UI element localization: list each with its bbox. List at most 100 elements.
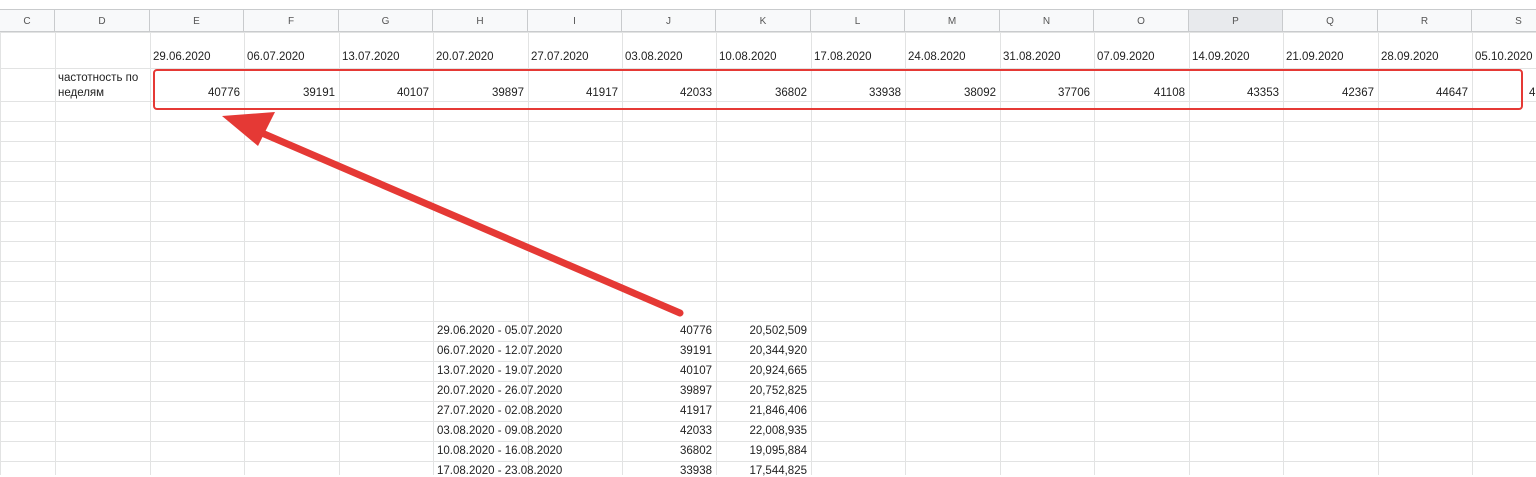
column-header-k[interactable]: K <box>716 9 811 32</box>
table-count-cell[interactable]: 36802 <box>680 445 712 457</box>
column-header-h[interactable]: H <box>433 9 528 32</box>
table-value-cell[interactable]: 19,095,884 <box>749 445 807 457</box>
week-date-cell[interactable]: 29.06.2020 <box>153 51 211 63</box>
row-label-line-2[interactable]: неделям <box>58 87 105 99</box>
table-range-cell[interactable]: 29.06.2020 - 05.07.2020 <box>437 325 563 337</box>
column-gridline <box>1378 32 1379 475</box>
table-range-cell[interactable]: 20.07.2020 - 26.07.2020 <box>437 385 563 397</box>
week-date-cell[interactable]: 20.07.2020 <box>436 51 494 63</box>
column-header-e[interactable]: E <box>150 9 244 32</box>
table-value-cell[interactable]: 20,502,509 <box>749 325 807 337</box>
table-count-cell[interactable]: 39191 <box>680 345 712 357</box>
table-range-cell[interactable]: 06.07.2020 - 12.07.2020 <box>437 345 563 357</box>
column-gridline <box>0 32 1 475</box>
column-gridline <box>905 32 906 475</box>
column-header-j[interactable]: J <box>622 9 716 32</box>
row-gridline <box>0 141 1536 142</box>
row-gridline <box>0 421 1536 422</box>
column-header-l[interactable]: L <box>811 9 905 32</box>
table-count-cell[interactable]: 40107 <box>680 365 712 377</box>
row-gridline <box>0 341 1536 342</box>
table-count-cell[interactable]: 40776 <box>680 325 712 337</box>
table-range-cell[interactable]: 13.07.2020 - 19.07.2020 <box>437 365 563 377</box>
week-date-cell[interactable]: 24.08.2020 <box>908 51 966 63</box>
table-value-cell[interactable]: 22,008,935 <box>749 425 807 437</box>
column-gridline <box>1283 32 1284 475</box>
week-value-cell[interactable]: 38092 <box>964 87 996 99</box>
row-gridline <box>0 221 1536 222</box>
table-value-cell[interactable]: 20,924,665 <box>749 365 807 377</box>
table-range-cell[interactable]: 17.08.2020 - 23.08.2020 <box>437 465 563 477</box>
row-gridline <box>0 201 1536 202</box>
column-header-q[interactable]: Q <box>1283 9 1378 32</box>
week-date-cell[interactable]: 14.09.2020 <box>1192 51 1250 63</box>
row-gridline <box>0 161 1536 162</box>
table-value-cell[interactable]: 20,344,920 <box>749 345 807 357</box>
column-header-m[interactable]: M <box>905 9 1000 32</box>
week-value-cell[interactable]: 40776 <box>208 87 240 99</box>
week-date-cell[interactable]: 05.10.2020 <box>1475 51 1533 63</box>
week-value-cell[interactable]: 41917 <box>586 87 618 99</box>
week-value-cell[interactable]: 43353 <box>1247 87 1279 99</box>
week-value-cell[interactable]: 42367 <box>1342 87 1374 99</box>
table-count-cell[interactable]: 42033 <box>680 425 712 437</box>
week-date-cell[interactable]: 27.07.2020 <box>531 51 589 63</box>
table-value-cell[interactable]: 17,544,825 <box>749 465 807 477</box>
row-gridline <box>0 32 1536 33</box>
arrow-shaft <box>251 126 684 317</box>
column-header-c[interactable]: C <box>0 9 55 32</box>
week-date-cell[interactable]: 28.09.2020 <box>1381 51 1439 63</box>
week-date-cell[interactable]: 10.08.2020 <box>719 51 777 63</box>
column-header-n[interactable]: N <box>1000 9 1094 32</box>
week-value-cell[interactable]: 4 <box>1529 87 1536 99</box>
table-count-cell[interactable]: 41917 <box>680 405 712 417</box>
column-header-f[interactable]: F <box>244 9 339 32</box>
week-value-cell[interactable]: 33938 <box>869 87 901 99</box>
week-value-cell[interactable]: 39897 <box>492 87 524 99</box>
column-header-i[interactable]: I <box>528 9 622 32</box>
row-gridline <box>0 241 1536 242</box>
row-label-line-1[interactable]: частотность по <box>58 72 139 84</box>
column-gridline <box>811 32 812 475</box>
row-gridline <box>0 381 1536 382</box>
week-date-cell[interactable]: 31.08.2020 <box>1003 51 1061 63</box>
table-value-cell[interactable]: 21,846,406 <box>749 405 807 417</box>
week-value-cell[interactable]: 40107 <box>397 87 429 99</box>
column-header-o[interactable]: O <box>1094 9 1189 32</box>
row-gridline <box>0 68 1536 69</box>
week-value-cell[interactable]: 41108 <box>1153 87 1185 99</box>
row-gridline <box>0 121 1536 122</box>
week-date-cell[interactable]: 21.09.2020 <box>1286 51 1344 63</box>
week-date-cell[interactable]: 06.07.2020 <box>247 51 305 63</box>
table-range-cell[interactable]: 03.08.2020 - 09.08.2020 <box>437 425 563 437</box>
column-header-r[interactable]: R <box>1378 9 1472 32</box>
column-gridline <box>1094 32 1095 475</box>
row-gridline <box>0 261 1536 262</box>
column-gridline <box>433 32 434 475</box>
week-value-cell[interactable]: 44647 <box>1436 87 1468 99</box>
column-header-d[interactable]: D <box>55 9 150 32</box>
week-value-cell[interactable]: 42033 <box>680 87 712 99</box>
row-gridline <box>0 181 1536 182</box>
table-count-cell[interactable]: 33938 <box>680 465 712 477</box>
column-gridline <box>150 32 151 475</box>
table-value-cell[interactable]: 20,752,825 <box>749 385 807 397</box>
table-range-cell[interactable]: 27.07.2020 - 02.08.2020 <box>437 405 563 417</box>
week-date-cell[interactable]: 17.08.2020 <box>814 51 872 63</box>
week-date-cell[interactable]: 13.07.2020 <box>342 51 400 63</box>
week-date-cell[interactable]: 03.08.2020 <box>625 51 683 63</box>
column-gridline <box>339 32 340 475</box>
column-header-g[interactable]: G <box>339 9 433 32</box>
week-value-cell[interactable]: 39191 <box>303 87 335 99</box>
week-value-cell[interactable]: 37706 <box>1058 87 1090 99</box>
week-date-cell[interactable]: 07.09.2020 <box>1097 51 1155 63</box>
week-value-cell[interactable]: 36802 <box>775 87 807 99</box>
column-header-p[interactable]: P <box>1189 9 1283 32</box>
table-range-cell[interactable]: 10.08.2020 - 16.08.2020 <box>437 445 563 457</box>
row-gridline <box>0 361 1536 362</box>
table-count-cell[interactable]: 39897 <box>680 385 712 397</box>
row-gridline <box>0 321 1536 322</box>
column-header-s[interactable]: S <box>1472 9 1536 32</box>
